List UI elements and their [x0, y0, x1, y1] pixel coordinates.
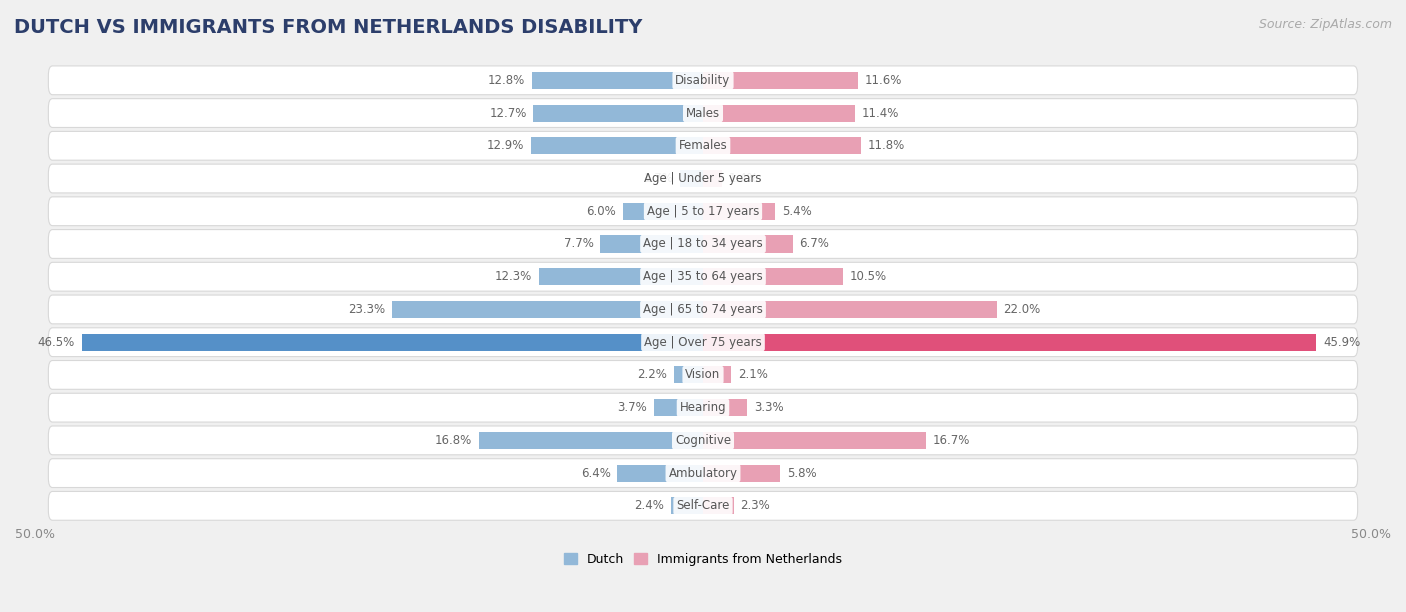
Text: 2.4%: 2.4%	[634, 499, 664, 512]
Text: 2.2%: 2.2%	[637, 368, 666, 381]
Bar	[617, 465, 703, 482]
Text: 46.5%: 46.5%	[38, 336, 75, 349]
Text: Age | Under 5 years: Age | Under 5 years	[644, 172, 762, 185]
Text: 11.4%: 11.4%	[862, 106, 900, 119]
Text: 12.9%: 12.9%	[486, 140, 524, 152]
FancyBboxPatch shape	[48, 328, 1358, 357]
Text: 1.7%: 1.7%	[644, 172, 673, 185]
Bar	[703, 72, 858, 89]
Text: Age | 65 to 74 years: Age | 65 to 74 years	[643, 303, 763, 316]
Bar	[703, 498, 734, 514]
FancyBboxPatch shape	[48, 132, 1358, 160]
Text: 12.8%: 12.8%	[488, 74, 526, 87]
Bar	[703, 399, 747, 416]
Text: Disability: Disability	[675, 74, 731, 87]
Bar	[703, 105, 855, 122]
Text: 16.7%: 16.7%	[932, 434, 970, 447]
Text: 7.7%: 7.7%	[564, 237, 593, 250]
Bar	[600, 236, 703, 253]
Text: 22.0%: 22.0%	[1004, 303, 1040, 316]
Bar	[703, 334, 1316, 351]
Text: Cognitive: Cognitive	[675, 434, 731, 447]
Bar	[673, 367, 703, 384]
Bar	[531, 72, 703, 89]
Text: Self-Care: Self-Care	[676, 499, 730, 512]
Text: Age | Over 75 years: Age | Over 75 years	[644, 336, 762, 349]
FancyBboxPatch shape	[48, 491, 1358, 520]
FancyBboxPatch shape	[48, 164, 1358, 193]
Bar	[623, 203, 703, 220]
FancyBboxPatch shape	[48, 197, 1358, 226]
Bar	[703, 432, 927, 449]
Text: 3.7%: 3.7%	[617, 401, 647, 414]
Text: 1.4%: 1.4%	[728, 172, 758, 185]
FancyBboxPatch shape	[48, 230, 1358, 258]
Bar	[703, 170, 721, 187]
Bar	[654, 399, 703, 416]
Text: 12.7%: 12.7%	[489, 106, 527, 119]
FancyBboxPatch shape	[48, 426, 1358, 455]
Bar	[703, 236, 793, 253]
Bar	[703, 137, 860, 154]
Bar	[671, 498, 703, 514]
Bar	[703, 367, 731, 384]
Bar	[82, 334, 703, 351]
Text: Males: Males	[686, 106, 720, 119]
Text: 6.4%: 6.4%	[581, 466, 610, 480]
Text: Age | 18 to 34 years: Age | 18 to 34 years	[643, 237, 763, 250]
FancyBboxPatch shape	[48, 99, 1358, 127]
Text: 12.3%: 12.3%	[495, 271, 531, 283]
Text: Age | 35 to 64 years: Age | 35 to 64 years	[643, 271, 763, 283]
Bar	[703, 465, 780, 482]
Legend: Dutch, Immigrants from Netherlands: Dutch, Immigrants from Netherlands	[560, 548, 846, 571]
Text: 45.9%: 45.9%	[1323, 336, 1360, 349]
FancyBboxPatch shape	[48, 295, 1358, 324]
FancyBboxPatch shape	[48, 263, 1358, 291]
FancyBboxPatch shape	[48, 66, 1358, 95]
Bar	[478, 432, 703, 449]
Text: 2.1%: 2.1%	[738, 368, 768, 381]
Text: 2.3%: 2.3%	[741, 499, 770, 512]
Bar	[703, 268, 844, 285]
Text: DUTCH VS IMMIGRANTS FROM NETHERLANDS DISABILITY: DUTCH VS IMMIGRANTS FROM NETHERLANDS DIS…	[14, 18, 643, 37]
Text: 5.8%: 5.8%	[787, 466, 817, 480]
Text: Females: Females	[679, 140, 727, 152]
FancyBboxPatch shape	[48, 394, 1358, 422]
Text: 11.8%: 11.8%	[868, 140, 904, 152]
Bar	[703, 301, 997, 318]
Bar	[538, 268, 703, 285]
Text: Age | 5 to 17 years: Age | 5 to 17 years	[647, 205, 759, 218]
FancyBboxPatch shape	[48, 360, 1358, 389]
Text: Hearing: Hearing	[679, 401, 727, 414]
Text: 5.4%: 5.4%	[782, 205, 811, 218]
Bar	[533, 105, 703, 122]
Bar	[703, 203, 775, 220]
Text: 16.8%: 16.8%	[434, 434, 472, 447]
Text: 11.6%: 11.6%	[865, 74, 903, 87]
FancyBboxPatch shape	[48, 459, 1358, 488]
Text: Source: ZipAtlas.com: Source: ZipAtlas.com	[1258, 18, 1392, 31]
Text: 23.3%: 23.3%	[347, 303, 385, 316]
Bar	[392, 301, 703, 318]
Text: 6.7%: 6.7%	[799, 237, 830, 250]
Bar	[530, 137, 703, 154]
Text: 6.0%: 6.0%	[586, 205, 616, 218]
Text: 3.3%: 3.3%	[754, 401, 783, 414]
Text: 10.5%: 10.5%	[851, 271, 887, 283]
Bar	[681, 170, 703, 187]
Text: Ambulatory: Ambulatory	[668, 466, 738, 480]
Text: Vision: Vision	[685, 368, 721, 381]
